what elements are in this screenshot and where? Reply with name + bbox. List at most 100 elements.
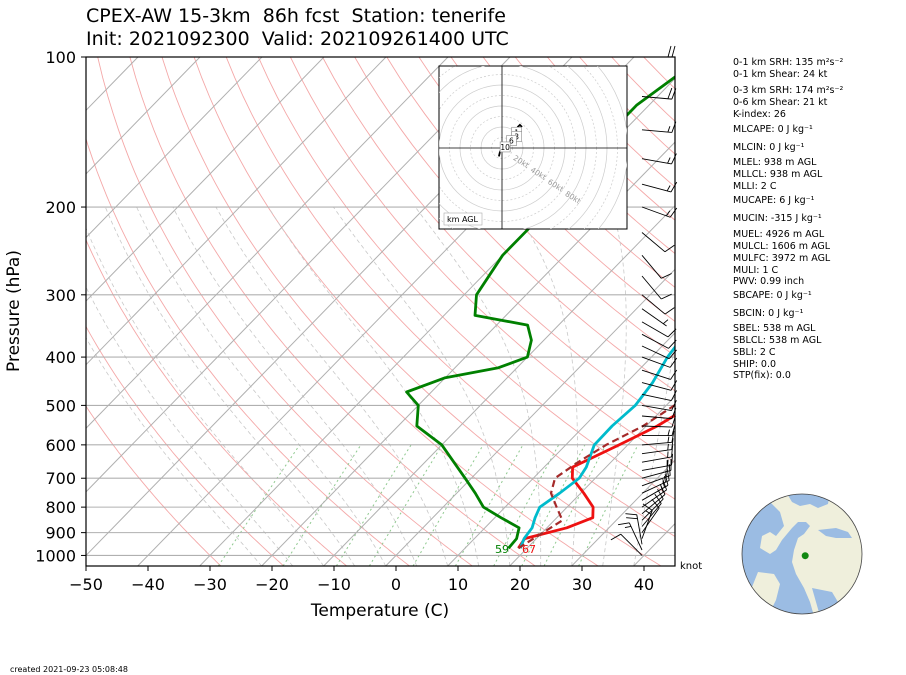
barb-full [671,153,677,165]
isotherm [86,57,263,239]
moist-adiabat [86,227,325,566]
barb-unit-label: knot [680,561,702,572]
x-tick-label: −10 [317,575,351,594]
isotherm [447,332,675,566]
wind-barb [641,416,676,428]
barb-half [666,185,671,192]
isotherm [86,57,511,493]
barb-full [664,474,669,486]
barb-staff [641,356,671,368]
wind-barb [641,308,669,327]
barb-full [670,390,677,401]
mediterranean [818,528,852,538]
barb-staff [641,206,671,218]
index-line: MLCIN: 0 J kg⁻¹ [733,142,805,153]
barb-half [662,481,665,488]
barb-staff [641,345,670,360]
barb-staff [641,275,662,300]
wind-barb [641,479,667,508]
barb-full [671,453,674,466]
dry-adiabat [97,57,473,566]
wind-barb [625,513,643,545]
x-tick-label: 40 [634,575,654,594]
index-line: MULI: 1 C [733,265,779,276]
barb-staff [641,333,669,349]
dry-adiabat [322,57,675,427]
dry-adiabat [386,57,675,357]
barb-staff [641,503,662,527]
wind-barb [642,424,676,437]
y-tick-label: 100 [45,48,76,67]
dry-adiabat [257,57,675,500]
wind-barb [641,321,677,338]
created-footer: created 2021-09-23 05:08:48 [10,665,128,674]
station-globe [741,493,863,615]
barb-half [667,443,669,451]
surface-dewpoint-label: 59 [495,543,509,556]
barb-full [668,339,677,349]
barb-staff [641,464,672,471]
moist-adiabat [104,206,356,566]
plot-frame [85,56,676,567]
wind-barb [641,390,677,401]
barb-half [667,451,669,458]
index-line: 0-6 km Shear: 21 kt [733,97,828,108]
wind-barb [641,232,675,253]
dry-adiabat [225,57,675,538]
barb-full [618,522,630,526]
x-tick-label: −30 [193,575,227,594]
barb-full [671,424,676,436]
index-line: MUCIN: -315 J kg⁻¹ [733,213,822,224]
barb-full [669,207,678,218]
barb-full [671,438,674,450]
barb-half [667,157,671,164]
barb-half [660,486,664,493]
barb-staff [641,507,660,533]
wind-barb [641,453,674,471]
height-mark-label: 10 [500,143,510,152]
index-line: K-index: 26 [733,109,786,120]
isotherm [509,395,675,566]
index-line: SBEL: 538 m AGL [733,323,816,334]
height-mark-label: 6 [509,137,514,146]
wind-barb [642,45,676,58]
y-tick-label: 600 [45,436,76,455]
dry-adiabat [86,405,222,566]
dry-adiabat [129,57,536,566]
barb-full [661,273,672,279]
isotherm [86,57,201,175]
isotherm [261,141,675,566]
barb-full [610,533,622,541]
barb-full [670,181,678,193]
barb-full [625,513,637,516]
barb-full [668,464,671,476]
y-tick-label: 700 [45,469,76,488]
barb-staff [641,470,672,479]
wind-barb [641,87,677,100]
wind-barb [610,533,643,556]
barb-full [671,416,676,428]
barb-full [669,357,678,368]
barb-staff [641,456,672,463]
x-tick-label: 20 [510,575,530,594]
barb-staff [641,498,664,521]
africa-land [804,540,852,588]
dry-adiabat [86,238,347,566]
barb-staff [641,382,672,391]
index-line: MLLCL: 938 m AGL [733,169,823,180]
wind-barb [641,438,674,455]
dry-adiabat [418,57,675,323]
x-tick-label: 10 [448,575,468,594]
isotherm [86,57,325,302]
height-mark-box [506,135,517,146]
index-line: MUEL: 4926 m AGL [733,229,825,240]
wind-barb [641,356,678,368]
y-tick-label: 800 [45,498,76,517]
x-tick-label: −20 [255,575,289,594]
barb-staff [641,484,669,501]
barb-full [671,407,677,419]
index-line: MULFC: 3972 m AGL [733,253,831,264]
barb-staff [641,441,672,446]
y-tick-label: 500 [45,396,76,415]
hodograph-body: 20kt40kt60kt80kt13610 [439,66,627,229]
